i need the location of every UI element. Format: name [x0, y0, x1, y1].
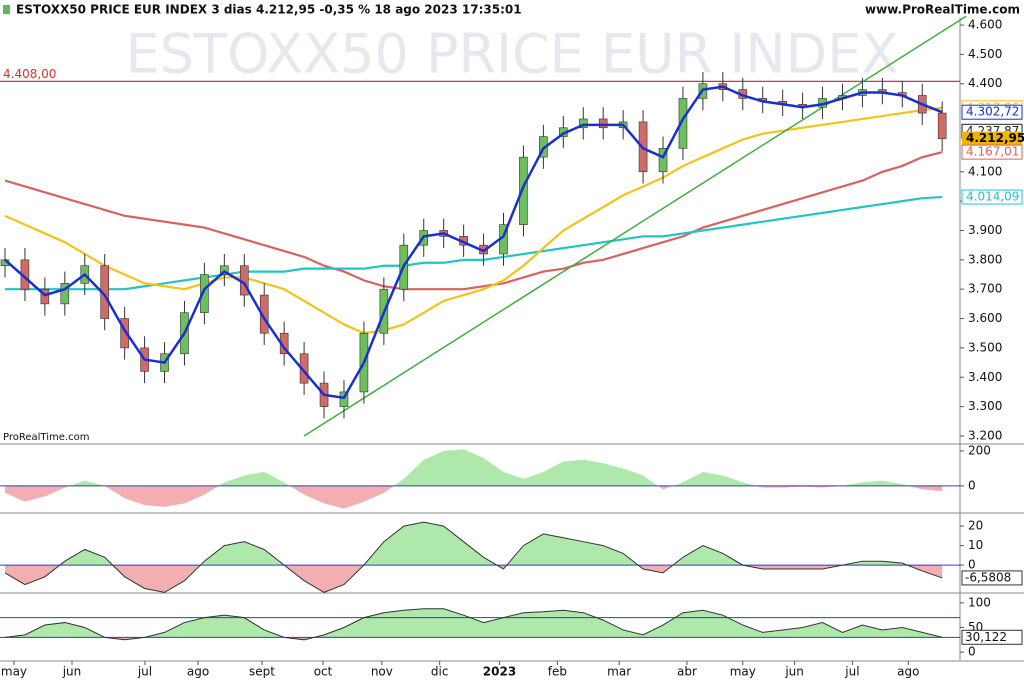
- y-tick-label: 3.800: [968, 252, 1002, 266]
- x-tick-label: abr: [677, 665, 697, 679]
- y-tick-label: 200: [968, 443, 991, 457]
- area-up: [5, 522, 943, 566]
- y-tick-label: 3.900: [968, 223, 1002, 237]
- x-tick-label: dic: [431, 665, 449, 679]
- y-tick-label: 3.600: [968, 311, 1002, 325]
- value-label: 30,122: [965, 630, 1007, 644]
- y-tick-label: 10: [968, 538, 983, 552]
- x-tick-label: may: [730, 665, 756, 679]
- x-tick-label: sept: [249, 665, 275, 679]
- area-up: [69, 449, 909, 486]
- x-tick-label: may: [1, 665, 27, 679]
- x-tick-label: ago: [897, 665, 919, 679]
- trendline: [303, 15, 967, 437]
- ma-line: [4, 151, 943, 291]
- y-tick-label: 4.600: [968, 18, 1002, 32]
- price-box: [961, 104, 1023, 120]
- title: ESTOXX50 PRICE EUR INDEX 3 dias 4.212,95…: [16, 3, 522, 17]
- ma-line: [4, 85, 943, 400]
- price-box: [961, 144, 1023, 160]
- price-label: 4.014,09: [966, 190, 1019, 204]
- y-tick-label: 0: [968, 478, 976, 492]
- y-tick-label: 3.300: [968, 399, 1002, 413]
- indicator-line: [4, 608, 943, 641]
- price-label: 4.302,72: [966, 105, 1019, 119]
- x-tick-label: jul: [844, 665, 859, 679]
- candle-body: [120, 318, 129, 349]
- y-tick-label: 3.400: [968, 370, 1002, 384]
- candle-body: [578, 118, 588, 129]
- candle-body: [678, 98, 688, 149]
- y-tick-label: 3.700: [968, 282, 1002, 296]
- candle-body: [937, 112, 947, 139]
- x-tick-label: jul: [137, 665, 152, 679]
- candle-body: [220, 265, 229, 275]
- value-label: -6,5808: [965, 570, 1011, 584]
- y-tick-label: 4.100: [968, 164, 1002, 178]
- site: www.ProRealTime.com: [865, 3, 1020, 17]
- x-tick-label: nov: [371, 665, 393, 679]
- y-tick-label: 20: [968, 519, 983, 533]
- candle-body: [658, 148, 668, 173]
- area-up: [5, 608, 943, 638]
- candle-body: [339, 391, 349, 407]
- price-label: 4.212,95: [966, 131, 1024, 145]
- x-tick-label: 2023: [483, 665, 516, 679]
- candle-body: [259, 294, 269, 334]
- y-tick-label: 0: [968, 645, 976, 659]
- x-tick-label: jun: [62, 665, 82, 679]
- y-tick-label: 4.400: [968, 76, 1002, 90]
- price-box: [961, 189, 1023, 205]
- x-tick-label: mar: [607, 665, 631, 679]
- icon: [3, 5, 10, 14]
- area-down: [5, 485, 943, 509]
- ma-line: [5, 195, 943, 291]
- price-box: [962, 131, 1022, 146]
- watermark: ESTOXX50 PRICE EUR INDEX: [126, 23, 899, 86]
- y-tick-label: 3.500: [968, 340, 1002, 354]
- y-tick-label: 4.500: [968, 47, 1002, 61]
- y-tick-label: 0: [968, 558, 976, 572]
- candle-body: [519, 156, 528, 225]
- x-tick-label: jun: [784, 665, 804, 679]
- x-tick-label: oct: [314, 665, 333, 679]
- x-tick-label: feb: [548, 665, 567, 679]
- candle-body: [40, 288, 50, 305]
- indicator-line: [4, 521, 943, 593]
- credit: ProRealTime.com: [3, 432, 89, 443]
- candle-body: [598, 118, 608, 129]
- level-label: 4.408,00: [3, 67, 56, 81]
- candle-body: [200, 274, 209, 313]
- x-tick-label: ago: [187, 665, 209, 679]
- y-tick-label: 100: [968, 595, 991, 609]
- candle-body: [60, 283, 70, 305]
- y-tick-label: 3.200: [968, 428, 1002, 442]
- value-box: [961, 570, 1023, 586]
- price-label: 4.167,01: [966, 145, 1019, 159]
- value-box: [961, 629, 1023, 645]
